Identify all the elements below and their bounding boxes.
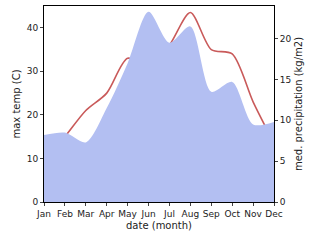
- svg-text:20: 20: [27, 110, 39, 120]
- svg-text:Oct: Oct: [224, 209, 240, 219]
- svg-text:0: 0: [32, 197, 38, 207]
- svg-text:Jul: Jul: [163, 209, 175, 219]
- svg-text:Nov: Nov: [244, 209, 262, 219]
- svg-text:May: May: [118, 209, 137, 219]
- svg-text:Jan: Jan: [36, 209, 51, 219]
- svg-text:med. precipitation (kg/m2): med. precipitation (kg/m2): [293, 37, 304, 171]
- svg-text:Dec: Dec: [265, 209, 282, 219]
- svg-text:30: 30: [27, 66, 39, 76]
- svg-text:15: 15: [280, 75, 291, 85]
- svg-text:date (month): date (month): [126, 220, 192, 231]
- svg-text:5: 5: [280, 156, 286, 166]
- svg-text:10: 10: [27, 154, 39, 164]
- svg-text:0: 0: [280, 197, 286, 207]
- svg-text:10: 10: [280, 115, 292, 125]
- svg-text:Sep: Sep: [203, 209, 220, 219]
- svg-text:Jun: Jun: [141, 209, 156, 219]
- svg-text:40: 40: [27, 23, 39, 33]
- svg-text:Apr: Apr: [99, 209, 115, 219]
- svg-text:Feb: Feb: [57, 209, 73, 219]
- svg-text:Aug: Aug: [182, 209, 200, 219]
- svg-text:max temp (C): max temp (C): [11, 69, 22, 138]
- svg-text:20: 20: [280, 34, 292, 44]
- svg-text:Mar: Mar: [77, 209, 94, 219]
